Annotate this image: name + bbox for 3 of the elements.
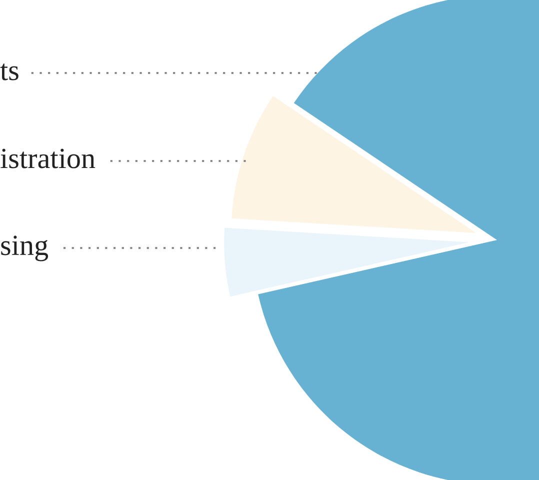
slice-label: istration: [0, 148, 96, 168]
slice-label: ts: [0, 64, 18, 80]
slice-label: sing: [1, 236, 48, 262]
